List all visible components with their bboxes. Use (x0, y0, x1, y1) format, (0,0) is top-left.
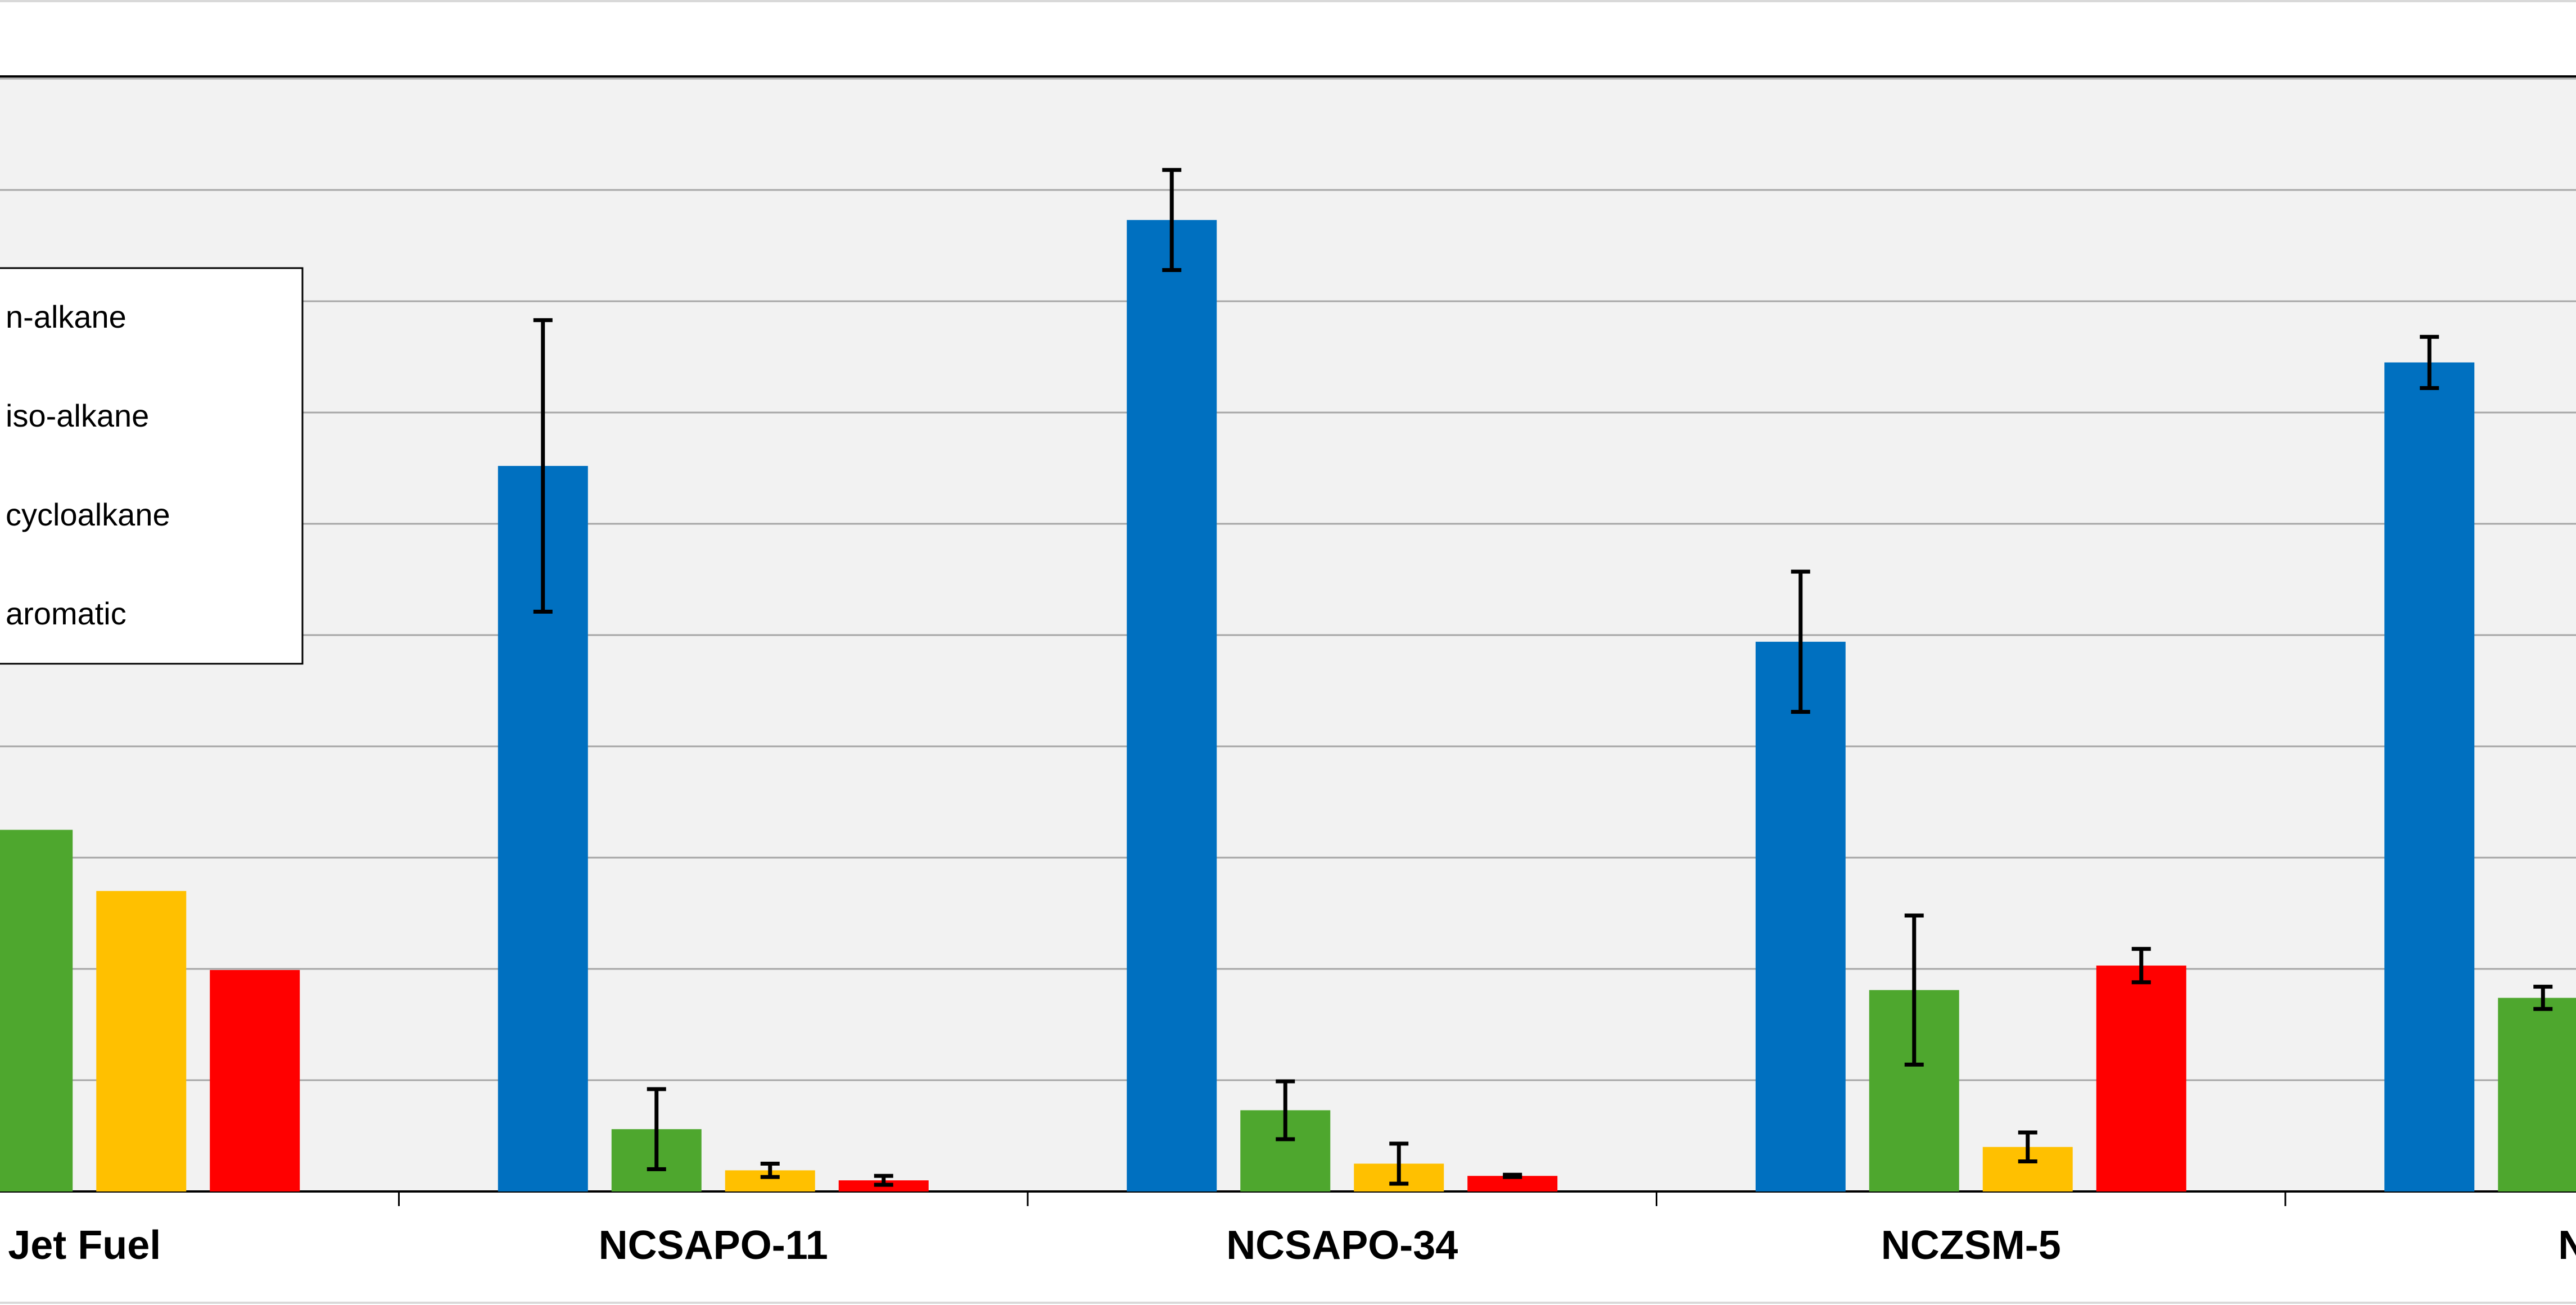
error-bars (533, 167, 2553, 1187)
error-bar-iso-alkane-ncz (2533, 985, 2553, 1011)
error-bar-aromatic-ncsapo-11 (874, 1173, 893, 1187)
bar-n-alkane-ncz (2384, 362, 2475, 1191)
error-bar-iso-alkane-nczsm-5 (1904, 913, 1924, 1067)
error-bar-iso-alkane-ncsapo-34 (1276, 1079, 1295, 1141)
error-bar-n-alkane-ncsapo-11 (533, 318, 553, 614)
x-axis-ticks (398, 1191, 2286, 1206)
bars (0, 220, 2576, 1192)
bar-aromatic-jet-fuel (210, 969, 300, 1191)
category-label-jet-fuel: Jet Fuel (8, 1223, 161, 1268)
legend-label-iso-alkane: iso-alkane (6, 398, 149, 433)
error-bar-cycloalkane-ncsapo-11 (760, 1162, 780, 1179)
error-bar-aromatic-nczsm-5 (2131, 946, 2151, 985)
bar-n-alkane-ncsapo-34 (1127, 220, 1217, 1192)
bar-iso-alkane-ncz (2498, 998, 2576, 1191)
category-label-ncsapo-34: NCSAPO-34 (1226, 1223, 1458, 1268)
legend-label-aromatic: aromatic (6, 596, 126, 631)
bar-iso-alkane-jet-fuel (0, 830, 73, 1191)
error-bar-n-alkane-ncz (2420, 334, 2439, 390)
plot-area (0, 76, 2576, 1191)
error-bar-n-alkane-nczsm-5 (1791, 569, 1810, 714)
category-label-ncz: NCZ (2558, 1223, 2576, 1268)
error-bar-cycloalkane-ncsapo-34 (1389, 1141, 1409, 1186)
legend-label-n-alkane: n-alkane (6, 299, 126, 334)
legend-box (0, 267, 304, 665)
error-bar-n-alkane-ncsapo-34 (1162, 167, 1182, 273)
category-labels: Jet Fuel NCSAPO-11 NCSAPO-34 NCZSM-5 NCZ (8, 1223, 2576, 1268)
bar-n-alkane-nczsm-5 (1755, 641, 1846, 1191)
legend-label-cycloalkane: cycloalkane (6, 497, 170, 532)
error-bar-iso-alkane-ncsapo-11 (647, 1087, 666, 1171)
legend: n-alkane iso-alkane cycloalkane aromatic (0, 267, 304, 665)
error-bar-aromatic-ncsapo-34 (1503, 1172, 1522, 1179)
bar-aromatic-nczsm-5 (2096, 966, 2186, 1191)
error-bar-cycloalkane-nczsm-5 (2018, 1130, 2037, 1164)
category-label-nczsm-5: NCZSM-5 (1881, 1223, 2061, 1268)
bar-cycloalkane-jet-fuel (96, 891, 187, 1191)
category-label-ncsapo-11: NCSAPO-11 (599, 1223, 828, 1268)
